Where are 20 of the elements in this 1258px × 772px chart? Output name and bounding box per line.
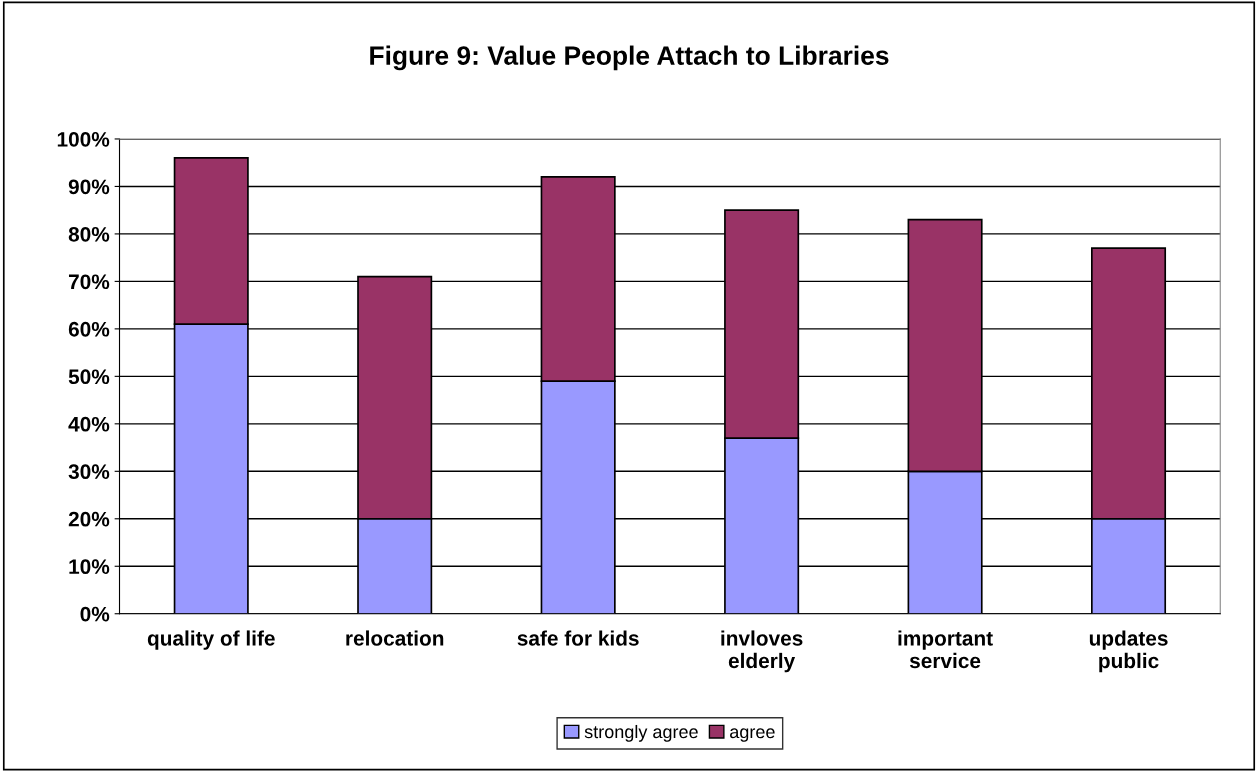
y-tick-label: 10% [69,559,110,575]
x-tick-label: updates public [1089,630,1168,673]
legend-label: agree [730,728,775,742]
y-tick-label: 50% [68,369,110,385]
y-tick-label: 80% [68,226,110,242]
y-tick-label: 90% [68,179,110,195]
x-tick-label: invloves elderly [721,630,803,673]
y-tick-label: 70% [68,274,110,290]
y-tick-label: 40% [68,416,110,432]
x-tick-label: important service [898,630,993,669]
legend-label: strongly agree [584,724,698,742]
chart-title: Figure 9: Value People Attach to Libraries [370,45,889,71]
y-tick-label: 100% [57,131,110,147]
x-tick-label: relocation [346,630,444,646]
y-tick-label: 20% [68,511,110,527]
x-tick-label: quality of life [147,630,275,650]
y-tick-label: 60% [68,321,110,337]
y-tick-label: 30% [68,464,110,480]
x-tick-label: safe for kids [517,630,639,646]
y-tick-label: 0% [80,606,110,622]
